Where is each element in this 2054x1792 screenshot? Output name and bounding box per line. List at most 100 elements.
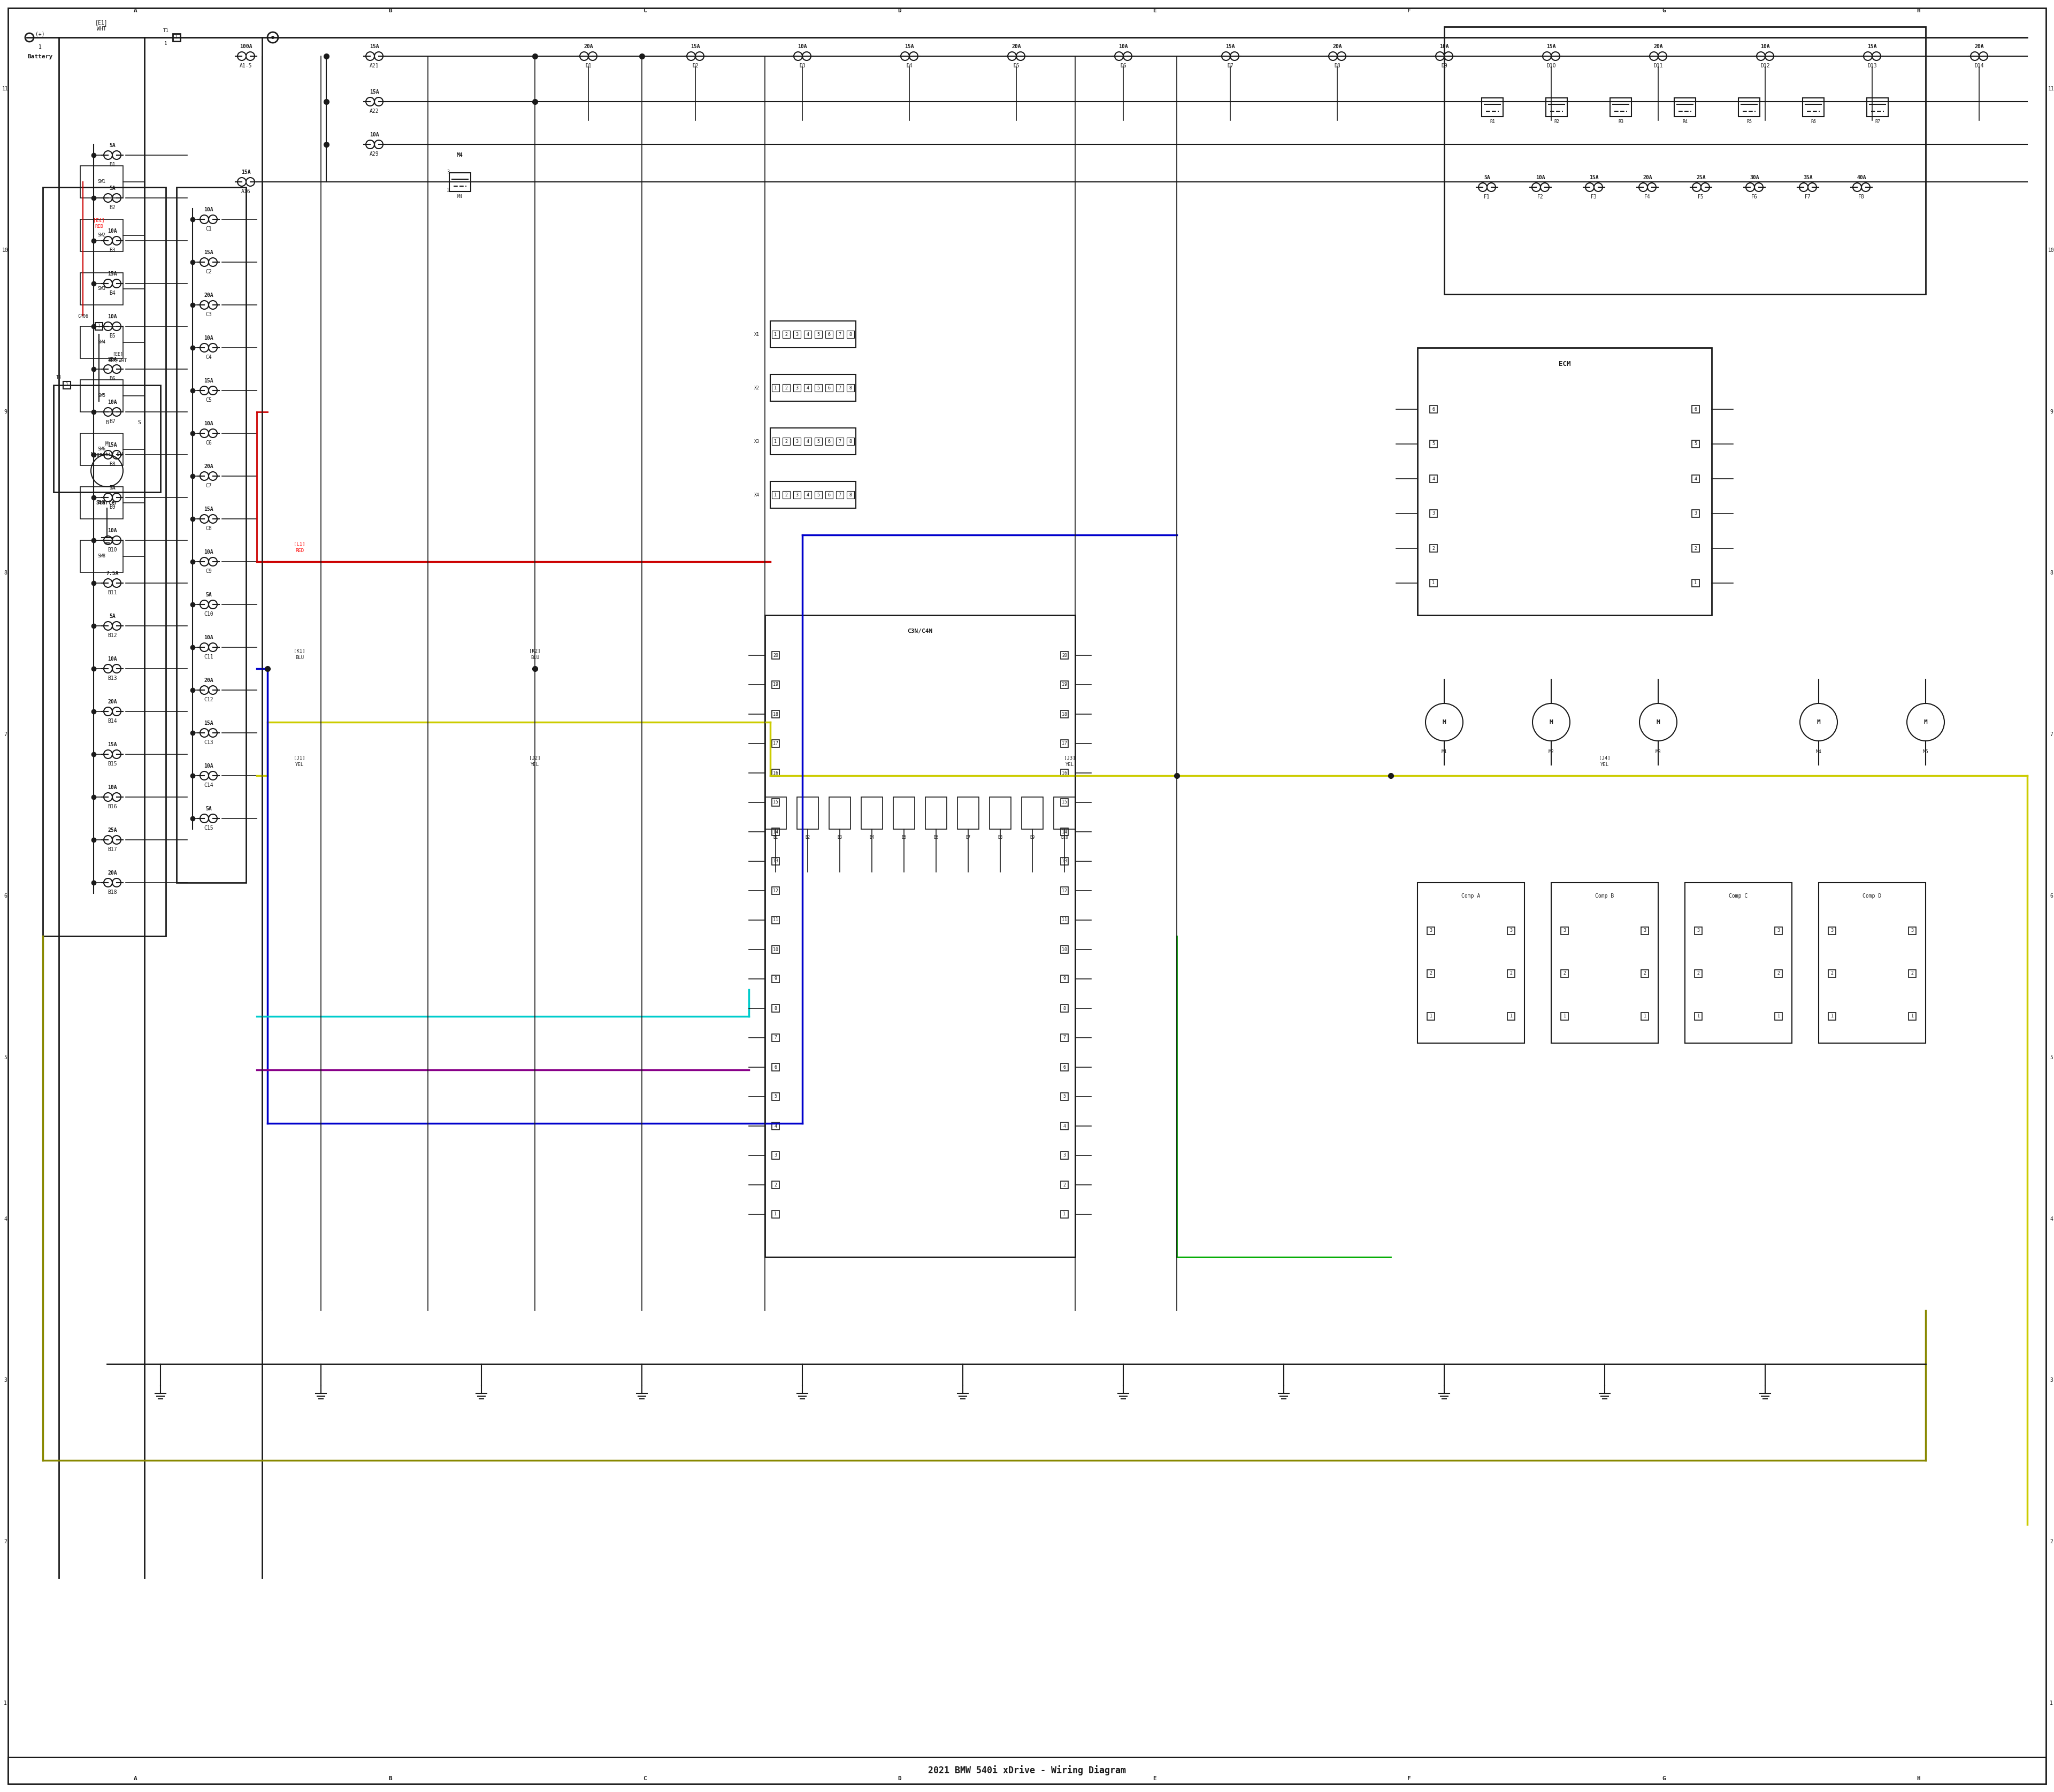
- Bar: [1692, 579, 1699, 586]
- Text: M2: M2: [1549, 749, 1555, 754]
- Text: 1: 1: [774, 385, 776, 391]
- Bar: [846, 330, 854, 339]
- Text: 19: 19: [772, 683, 778, 686]
- Bar: [1430, 509, 1438, 518]
- Text: F2: F2: [1536, 194, 1545, 199]
- Text: B4: B4: [869, 835, 875, 840]
- Bar: [80, 272, 123, 305]
- Bar: [772, 1005, 778, 1012]
- Text: 10: 10: [1062, 948, 1068, 952]
- Bar: [1508, 969, 1516, 977]
- Text: 10A: 10A: [107, 228, 117, 233]
- Bar: [783, 383, 791, 392]
- Bar: [1060, 887, 1068, 894]
- Text: Comp A: Comp A: [1462, 894, 1481, 898]
- Text: D13: D13: [1867, 63, 1877, 68]
- Text: B12: B12: [107, 633, 117, 638]
- Text: 15A: 15A: [107, 742, 117, 747]
- Text: B4: B4: [109, 290, 115, 296]
- Text: 3: 3: [1910, 928, 1914, 934]
- Text: X1: X1: [754, 332, 760, 337]
- Text: B9: B9: [109, 504, 115, 509]
- Text: 40A: 40A: [1857, 176, 1867, 181]
- Bar: [1561, 926, 1569, 934]
- Text: 9: 9: [774, 977, 776, 982]
- Text: 8: 8: [774, 1005, 776, 1011]
- Text: 20A: 20A: [203, 677, 214, 683]
- Text: 1: 1: [1563, 1014, 1565, 1020]
- Text: 10A: 10A: [203, 335, 214, 340]
- Bar: [1674, 97, 1697, 116]
- Text: 3: 3: [1830, 928, 1834, 934]
- Text: 35A: 35A: [1803, 176, 1814, 181]
- Bar: [1828, 1012, 1836, 1020]
- Bar: [1430, 441, 1438, 448]
- Bar: [772, 1211, 778, 1219]
- Text: 15A: 15A: [203, 720, 214, 726]
- Text: B15: B15: [107, 762, 117, 767]
- Text: 8: 8: [848, 439, 852, 444]
- Bar: [1060, 1005, 1068, 1012]
- Text: 15A: 15A: [203, 378, 214, 383]
- Text: 1: 1: [774, 493, 776, 496]
- Text: YEL: YEL: [1600, 762, 1608, 767]
- Text: T4: T4: [55, 375, 62, 380]
- Text: 3: 3: [1695, 511, 1697, 516]
- Text: M5: M5: [1923, 749, 1929, 754]
- Text: M: M: [1549, 719, 1553, 724]
- Text: 20: 20: [772, 652, 778, 658]
- Bar: [836, 437, 844, 444]
- Text: 10A: 10A: [203, 763, 214, 769]
- Text: M: M: [1818, 719, 1820, 724]
- Bar: [846, 383, 854, 392]
- Text: 5: 5: [817, 439, 820, 444]
- Text: SW4: SW4: [99, 340, 105, 344]
- Bar: [772, 491, 778, 498]
- Bar: [1021, 797, 1043, 830]
- Bar: [8, 1758, 2046, 1785]
- Bar: [815, 330, 822, 339]
- Text: 2: 2: [2050, 1539, 2052, 1545]
- Bar: [1060, 1181, 1068, 1188]
- Text: B17: B17: [107, 848, 117, 853]
- Bar: [772, 887, 778, 894]
- Text: 3: 3: [1430, 928, 1432, 934]
- Text: Comp C: Comp C: [1729, 894, 1748, 898]
- Text: B11: B11: [107, 590, 117, 595]
- Bar: [957, 797, 980, 830]
- Text: 15A: 15A: [370, 43, 380, 48]
- Text: A16: A16: [240, 188, 251, 194]
- Bar: [772, 799, 778, 806]
- Text: 2021 BMW 540i xDrive - Wiring Diagram: 2021 BMW 540i xDrive - Wiring Diagram: [928, 1765, 1126, 1776]
- Text: 15A: 15A: [203, 249, 214, 254]
- Text: SW5: SW5: [99, 394, 105, 398]
- Text: D1: D1: [585, 63, 592, 68]
- Text: C: C: [643, 1776, 647, 1781]
- Text: G: G: [1662, 7, 1666, 13]
- Text: 5: 5: [817, 493, 820, 496]
- Text: [K2]: [K2]: [530, 649, 540, 654]
- Bar: [1818, 883, 1927, 1043]
- Text: C7: C7: [205, 484, 212, 489]
- Text: 9: 9: [1064, 977, 1066, 982]
- Text: 5A: 5A: [205, 591, 212, 597]
- Text: 11: 11: [2048, 86, 2054, 91]
- Text: 20A: 20A: [1011, 43, 1021, 48]
- Text: 3: 3: [1643, 928, 1645, 934]
- Text: M3: M3: [1656, 749, 1662, 754]
- Text: 2: 2: [1510, 971, 1512, 977]
- Text: R3: R3: [1619, 120, 1623, 124]
- Text: 20: 20: [1062, 652, 1068, 658]
- Bar: [1695, 926, 1703, 934]
- Text: 7: 7: [2050, 731, 2052, 737]
- Text: A21: A21: [370, 63, 380, 68]
- Text: C12: C12: [203, 697, 214, 702]
- Text: X4: X4: [754, 493, 760, 496]
- Text: 10A: 10A: [203, 550, 214, 556]
- Text: Magnetic SW: Magnetic SW: [90, 452, 123, 457]
- Text: 3: 3: [4, 1378, 6, 1383]
- Text: 2: 2: [785, 439, 787, 444]
- Text: B5: B5: [109, 333, 115, 339]
- Text: 4: 4: [807, 385, 809, 391]
- Bar: [772, 828, 778, 835]
